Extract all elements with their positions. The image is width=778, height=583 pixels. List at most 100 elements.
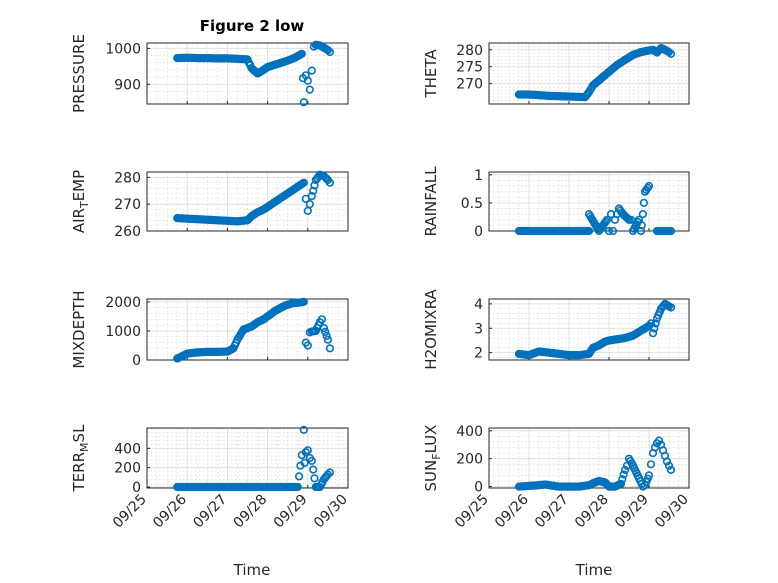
data-point	[650, 324, 659, 333]
data-point	[321, 327, 330, 337]
series-markers	[173, 297, 335, 363]
data-point	[619, 470, 628, 479]
subplot-6: 2 3 4 H2OMIXRA	[422, 289, 690, 370]
subplot-1: 900 1000 PRESSURE	[70, 34, 349, 113]
data-point	[325, 344, 335, 353]
y-tick-label: 4	[474, 297, 483, 313]
data-point	[602, 215, 612, 224]
y-tick-label: 200	[114, 461, 141, 477]
data-point	[654, 436, 664, 445]
y-tick-label: 270	[456, 77, 483, 93]
data-point	[608, 226, 618, 236]
y-axis-label: TERRMSL	[70, 424, 91, 493]
data-point	[604, 226, 614, 236]
x-tick-label: 09/25	[452, 492, 492, 532]
data-point	[307, 192, 316, 201]
data-point	[636, 226, 646, 236]
data-point	[323, 335, 333, 344]
y-tick-label: 0	[132, 480, 141, 496]
data-point	[637, 221, 646, 230]
x-tick-label: 09/30	[652, 492, 692, 532]
axes-box	[488, 298, 690, 361]
y-tick-label: 0	[474, 480, 483, 496]
x-tick-label: 09/30	[311, 492, 351, 532]
x-tick-label: 09/28	[231, 492, 271, 532]
data-point	[301, 448, 310, 457]
y-tick-label: 2	[474, 346, 483, 362]
data-point	[644, 471, 654, 480]
x-tick-label: 09/29	[271, 492, 311, 532]
data-point	[666, 303, 676, 312]
y-tick-label: 260	[114, 224, 141, 240]
data-point	[307, 66, 316, 75]
y-tick-label: 0	[474, 224, 483, 240]
axes-box	[146, 171, 349, 232]
y-tick-label: 280	[456, 43, 483, 59]
y-axis-label: RAINFALL	[422, 166, 440, 237]
data-point	[651, 319, 660, 328]
axes-box	[146, 298, 349, 361]
axes-box	[146, 42, 349, 105]
y-axis-label: SUNFLUX	[422, 425, 443, 492]
data-point	[322, 331, 331, 340]
data-point	[666, 49, 676, 58]
x-tick-label: 09/26	[150, 491, 190, 531]
x-tick-label: 09/27	[532, 492, 572, 532]
y-tick-label: 2000	[105, 295, 141, 311]
y-axis-label: THETA	[422, 49, 440, 99]
x-axis-label-left: Time	[233, 561, 271, 579]
y-tick-label: 200	[456, 452, 483, 468]
x-tick-label: 09/27	[190, 492, 230, 532]
y-axis-label: H2OMIXRA	[422, 289, 440, 370]
data-point	[309, 465, 318, 474]
data-point	[639, 198, 649, 207]
subplot-7: 0 200 400 09/25 09/26 09/27 09/28 09/29 09/30 TER…	[70, 424, 351, 531]
data-point	[303, 76, 312, 85]
series-markers	[514, 181, 676, 236]
y-tick-label: 3	[474, 321, 483, 337]
data-point	[638, 210, 648, 219]
data-point	[325, 468, 335, 477]
y-tick-label: 400	[456, 424, 483, 440]
data-point	[584, 226, 594, 236]
y-tick-label: 400	[114, 441, 141, 457]
data-point	[666, 226, 676, 236]
subplot-4: 0 0.5 1 RAINFALL	[422, 166, 690, 240]
data-point	[648, 329, 658, 338]
data-point	[626, 215, 636, 224]
data-point	[646, 460, 656, 469]
y-tick-label: 275	[456, 60, 483, 76]
y-tick-label: 1000	[105, 324, 141, 340]
data-point	[310, 181, 319, 190]
data-point	[303, 446, 312, 455]
data-point	[295, 472, 304, 481]
series-markers	[173, 40, 335, 107]
x-tick-label: 09/26	[492, 491, 532, 531]
y-tick-label: 1000	[105, 41, 141, 57]
subplot-3: 260 270 280 AIRTEMP	[70, 170, 349, 240]
data-point	[309, 186, 318, 195]
series-markers	[514, 299, 676, 360]
y-axis-label: MIXDEPTH	[70, 290, 88, 368]
data-point	[299, 98, 308, 107]
data-point	[325, 47, 335, 57]
y-tick-label: 280	[114, 170, 141, 186]
y-axis-label: AIRTEMP	[70, 170, 91, 233]
subplot-8: 0 200 400 09/25 09/26 09/27 09/28 09/29 09/30 SUN…	[422, 424, 692, 532]
data-point	[666, 465, 676, 475]
data-point	[305, 200, 314, 209]
axes-box	[488, 42, 690, 105]
data-point	[303, 341, 312, 350]
data-point	[305, 85, 314, 94]
data-point	[299, 297, 308, 307]
y-tick-label: 270	[114, 197, 141, 213]
data-point	[664, 47, 674, 57]
data-point	[618, 475, 627, 484]
data-point	[293, 482, 302, 492]
data-point	[299, 425, 308, 435]
y-tick-label: 1	[474, 168, 483, 184]
x-axis-label-right: Time	[575, 561, 613, 579]
data-point	[644, 181, 654, 191]
